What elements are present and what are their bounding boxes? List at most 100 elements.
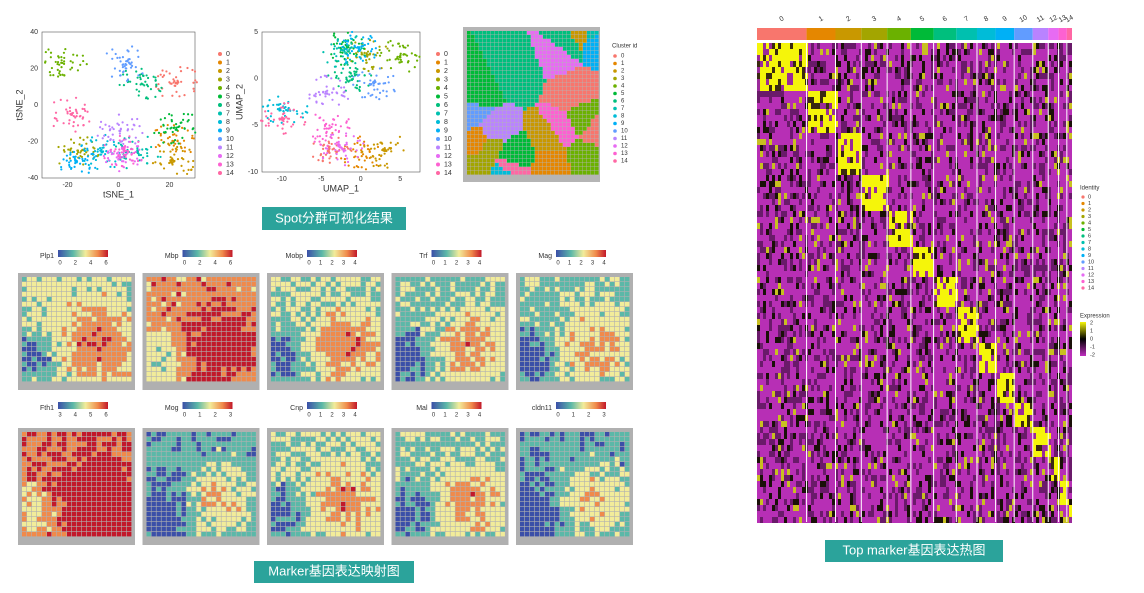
point xyxy=(267,109,270,113)
spot xyxy=(112,347,117,352)
point xyxy=(109,165,112,168)
spot xyxy=(346,322,351,327)
spot xyxy=(117,292,122,297)
spot xyxy=(507,47,511,51)
spot xyxy=(495,43,499,47)
spot xyxy=(226,342,231,347)
spot xyxy=(567,31,571,35)
spot xyxy=(467,131,471,135)
spot xyxy=(590,347,595,352)
spot xyxy=(587,87,591,91)
spot xyxy=(276,322,281,327)
point xyxy=(93,156,96,159)
spot xyxy=(371,347,376,352)
spot xyxy=(291,372,296,377)
spot xyxy=(585,312,590,317)
spot xyxy=(551,155,555,159)
spot xyxy=(445,367,450,372)
point xyxy=(360,166,363,169)
spot xyxy=(361,347,366,352)
spot xyxy=(563,39,567,43)
spot xyxy=(555,327,560,332)
spot xyxy=(465,372,470,377)
point xyxy=(162,141,165,144)
point xyxy=(83,153,86,156)
spot xyxy=(590,277,595,282)
spot xyxy=(400,347,405,352)
spot xyxy=(591,87,595,91)
spot xyxy=(571,99,575,103)
spot xyxy=(440,292,445,297)
spot xyxy=(467,39,471,43)
spot xyxy=(326,292,331,297)
point xyxy=(151,162,155,165)
spot xyxy=(236,307,241,312)
spot xyxy=(483,67,487,71)
spot xyxy=(595,322,600,327)
point xyxy=(176,145,179,149)
spot xyxy=(583,147,587,151)
spot xyxy=(491,171,495,175)
point xyxy=(131,128,134,131)
spot xyxy=(82,337,87,342)
spot xyxy=(571,123,575,127)
spot xyxy=(531,35,535,39)
spot xyxy=(311,282,316,287)
spot xyxy=(579,151,583,155)
spot xyxy=(579,127,583,131)
point xyxy=(365,53,369,56)
legend-swatch xyxy=(436,128,440,133)
point xyxy=(396,55,399,58)
legend-swatch xyxy=(436,137,440,141)
spot xyxy=(499,67,503,71)
spot xyxy=(191,277,196,282)
spot xyxy=(475,47,479,51)
spot xyxy=(420,362,425,367)
spot xyxy=(151,317,156,322)
spot xyxy=(445,377,450,382)
spot xyxy=(555,35,559,39)
spot xyxy=(495,79,499,83)
spot xyxy=(523,103,527,107)
spot xyxy=(587,159,591,163)
spot xyxy=(555,91,559,95)
spot xyxy=(400,367,405,372)
spot xyxy=(559,51,563,55)
spot xyxy=(276,377,281,382)
spot xyxy=(97,352,102,357)
spot xyxy=(500,337,505,342)
spot xyxy=(146,322,151,327)
spot xyxy=(467,91,471,95)
point xyxy=(86,136,89,139)
point xyxy=(278,107,281,110)
legend-label: 10 xyxy=(444,136,452,143)
spot xyxy=(97,362,102,367)
spot xyxy=(587,51,591,55)
spot xyxy=(523,163,527,167)
spot xyxy=(366,307,371,312)
spot xyxy=(97,342,102,347)
spot xyxy=(555,163,559,167)
spot xyxy=(22,297,27,302)
spot xyxy=(181,362,186,367)
spot xyxy=(156,307,161,312)
point xyxy=(371,161,374,164)
spot xyxy=(22,372,27,377)
spot xyxy=(563,163,567,167)
spot xyxy=(575,95,579,99)
point xyxy=(346,97,350,100)
spot xyxy=(415,307,420,312)
point xyxy=(189,150,192,154)
spot xyxy=(127,327,132,332)
spot xyxy=(62,327,67,332)
spot xyxy=(311,342,316,347)
spot xyxy=(551,99,555,103)
spot xyxy=(555,302,560,307)
point xyxy=(332,118,335,121)
spot xyxy=(286,312,291,317)
spot xyxy=(22,317,27,322)
point xyxy=(180,121,183,124)
spot xyxy=(480,317,485,322)
spot xyxy=(551,67,555,71)
spot xyxy=(595,75,599,79)
